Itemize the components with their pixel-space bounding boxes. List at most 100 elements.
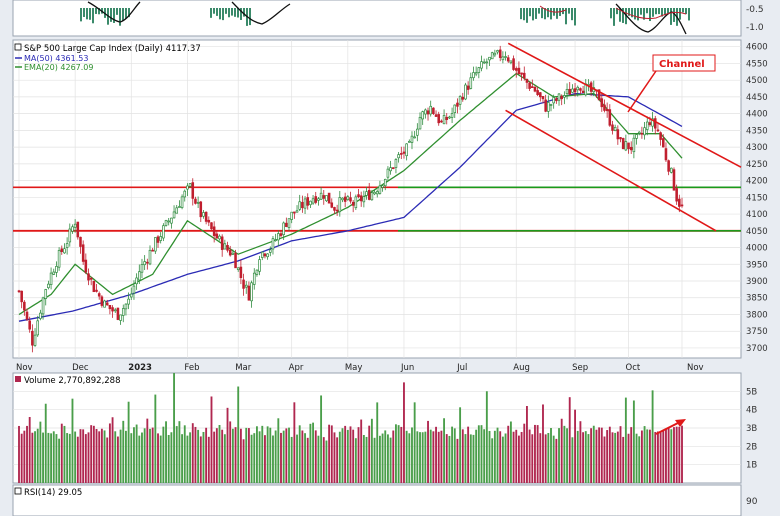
volume-bar bbox=[66, 433, 69, 483]
y-tick-label: 3900 bbox=[746, 277, 768, 287]
x-tick-label: Nov bbox=[687, 363, 704, 373]
candle-body bbox=[178, 206, 181, 208]
volume-bar bbox=[408, 433, 411, 483]
candle-body bbox=[244, 284, 248, 288]
volume-bar bbox=[523, 423, 526, 483]
candle-body bbox=[327, 192, 331, 204]
volume-bar bbox=[76, 436, 79, 483]
candle-body bbox=[263, 253, 267, 257]
candle-body bbox=[277, 233, 280, 241]
candle-body bbox=[458, 96, 462, 105]
volume-bar bbox=[68, 433, 71, 483]
volume-bar bbox=[413, 402, 416, 483]
candle-body bbox=[143, 261, 146, 266]
volume-bar bbox=[400, 426, 403, 483]
candle-body bbox=[188, 183, 192, 187]
volume-bar bbox=[298, 425, 301, 483]
volume-bar bbox=[595, 429, 598, 483]
histogram-bar bbox=[550, 8, 552, 20]
candle-body bbox=[231, 252, 235, 255]
candle-body bbox=[394, 159, 398, 168]
candle-body bbox=[28, 320, 31, 330]
top-tick-label: -0.5 bbox=[746, 5, 764, 15]
volume-bar bbox=[411, 427, 413, 483]
volume-bar bbox=[234, 427, 237, 483]
histogram-bar bbox=[574, 8, 576, 26]
volume-bar bbox=[226, 407, 229, 483]
volume-bar bbox=[154, 394, 157, 483]
volume-bar bbox=[191, 423, 194, 483]
channel-label: Channel bbox=[659, 59, 705, 70]
volume-bar bbox=[542, 404, 544, 483]
candle-body bbox=[541, 96, 545, 100]
x-tick-label: Oct bbox=[626, 363, 641, 373]
candle-body bbox=[335, 209, 339, 212]
volume-bar bbox=[451, 426, 454, 483]
volume-bar bbox=[63, 425, 66, 483]
candle-body bbox=[100, 296, 104, 306]
volume-bar bbox=[526, 406, 528, 483]
candle-body bbox=[97, 293, 101, 297]
volume-bar bbox=[606, 430, 609, 483]
volume-bar bbox=[616, 431, 619, 483]
y-tick-label: 4550 bbox=[746, 59, 768, 69]
volume-bar bbox=[341, 428, 344, 483]
volume-bar bbox=[638, 436, 641, 483]
candle-body bbox=[528, 82, 531, 89]
volume-bar bbox=[333, 432, 336, 483]
volume-bar bbox=[122, 420, 125, 483]
candle-body bbox=[520, 72, 523, 75]
x-tick-label: Jul bbox=[456, 363, 467, 373]
volume-bar bbox=[223, 434, 226, 483]
histogram-bar bbox=[228, 8, 230, 18]
candle-body bbox=[605, 108, 609, 112]
candle-body bbox=[664, 148, 668, 161]
candle-body bbox=[629, 146, 633, 151]
volume-bar bbox=[453, 428, 456, 483]
rsi-legend-text: RSI(14) 29.05 bbox=[24, 488, 82, 498]
moving-averages bbox=[18, 72, 683, 322]
volume-bar bbox=[467, 426, 470, 483]
top-indicator-strip bbox=[80, 1, 690, 35]
candle-body bbox=[36, 320, 39, 336]
candle-body bbox=[624, 141, 628, 151]
volume-bar bbox=[50, 433, 53, 483]
candle-body bbox=[247, 285, 251, 301]
volume-bar bbox=[395, 424, 397, 483]
histogram-bar bbox=[658, 8, 660, 15]
histogram-bar bbox=[240, 8, 242, 20]
histogram-bar bbox=[80, 8, 82, 22]
volume-bar bbox=[31, 432, 34, 483]
volume-bar bbox=[611, 432, 614, 483]
candle-body bbox=[670, 167, 673, 173]
histogram-bar bbox=[631, 8, 633, 18]
candle-body bbox=[132, 285, 136, 294]
price-axis: 3700 3750 3800 3850 3900 3950 4000 4050 4100 4150… bbox=[746, 43, 768, 354]
candle-body bbox=[202, 212, 205, 217]
candle-body bbox=[79, 236, 82, 247]
candle-body bbox=[156, 236, 160, 243]
candle-body bbox=[95, 289, 98, 292]
candle-body bbox=[573, 88, 577, 93]
volume-bar bbox=[44, 403, 47, 483]
volume-bar bbox=[197, 429, 200, 483]
histogram-bar bbox=[646, 8, 648, 14]
volume-bar bbox=[170, 432, 173, 483]
volume-bar bbox=[643, 426, 646, 483]
y-tick-label: 3950 bbox=[746, 260, 768, 270]
candle-body bbox=[285, 222, 288, 228]
histogram-bar bbox=[643, 8, 645, 20]
histogram-bar bbox=[210, 8, 212, 18]
candle-body bbox=[33, 334, 37, 346]
x-tick-label: 2023 bbox=[128, 363, 152, 373]
histogram-bar bbox=[556, 8, 558, 19]
candle-body bbox=[183, 190, 187, 198]
candle-body bbox=[301, 201, 304, 209]
volume-bar bbox=[28, 417, 31, 483]
candle-body bbox=[191, 182, 195, 199]
volume-bar bbox=[493, 430, 496, 483]
volume-bar bbox=[624, 397, 627, 483]
candle-body bbox=[92, 280, 96, 293]
volume-bar bbox=[288, 427, 290, 483]
